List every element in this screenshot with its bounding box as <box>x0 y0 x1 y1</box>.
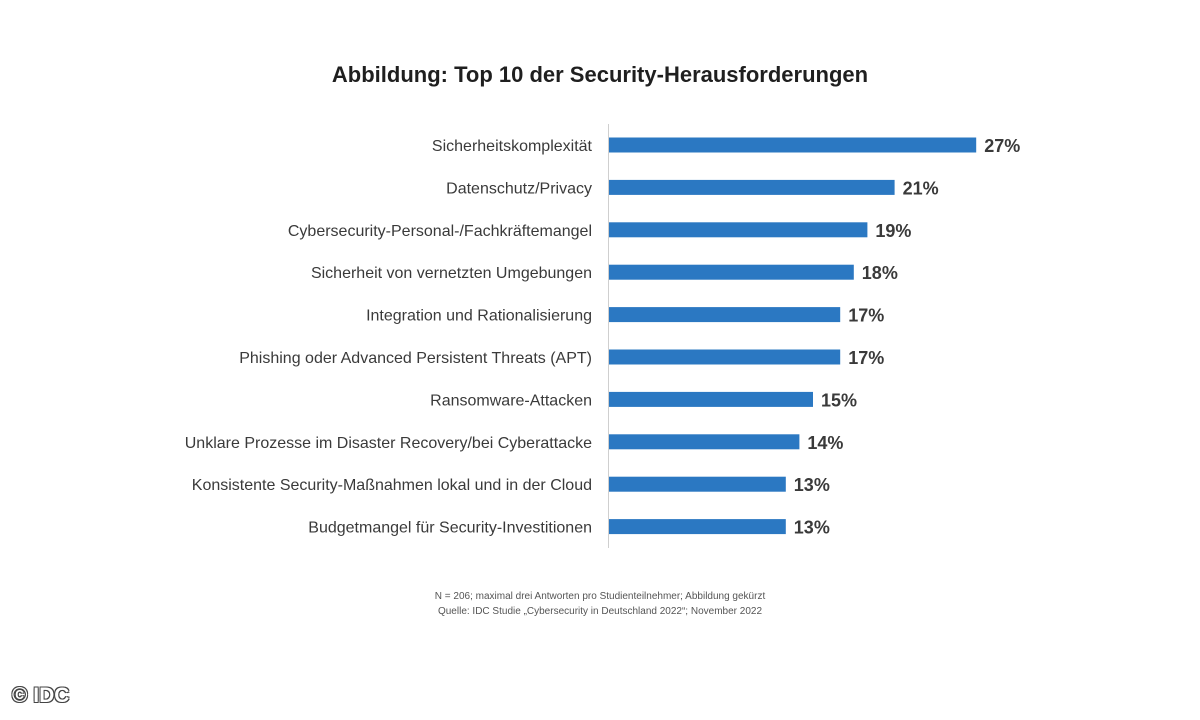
value-label: 14% <box>807 433 843 453</box>
bar <box>609 307 841 323</box>
category-label: Phishing oder Advanced Persistent Threat… <box>239 350 592 367</box>
value-label: 18% <box>862 263 898 283</box>
chart-notes: N = 206; maximal drei Antworten pro Stud… <box>0 589 1200 619</box>
bar <box>609 264 854 280</box>
category-label: Integration und Rationalisierung <box>366 308 592 325</box>
category-label: Unklare Prozesse im Disaster Recovery/be… <box>185 435 592 452</box>
value-label: 13% <box>794 475 830 495</box>
bars-layer: Sicherheitskomplexität 27% Datenschutz/Pri… <box>185 136 1020 538</box>
bar <box>609 519 786 535</box>
category-label: Cybersecurity-Personal-/Fachkräftemangel <box>288 223 592 240</box>
chart-title: Abbildung: Top 10 der Security-Herausfor… <box>331 62 869 87</box>
value-label: 21% <box>903 178 939 198</box>
value-label: 17% <box>848 348 884 368</box>
bar <box>609 434 800 450</box>
category-label: Sicherheitskomplexität <box>432 138 593 155</box>
category-label: Konsistente Security-Maßnahmen lokal und… <box>192 477 592 494</box>
bar <box>609 179 895 195</box>
category-label: Ransomware-Attacken <box>430 392 592 409</box>
bar <box>609 391 813 407</box>
category-label: Sicherheit von vernetzten Umgebungen <box>311 265 592 282</box>
category-label: Budgetmangel für Security-Investitionen <box>308 520 592 537</box>
sample-note: N = 206; maximal drei Antworten pro Stud… <box>434 591 766 602</box>
category-label: Datenschutz/Privacy <box>446 180 592 197</box>
value-label: 19% <box>875 221 911 241</box>
bar <box>609 476 786 492</box>
value-label: 17% <box>848 306 884 326</box>
bar <box>609 349 841 365</box>
value-label: 27% <box>984 136 1020 156</box>
copyright-watermark: © IDC <box>12 684 70 707</box>
value-label: 13% <box>794 518 830 538</box>
bar <box>609 222 868 238</box>
value-label: 15% <box>821 390 857 410</box>
bar <box>609 137 977 153</box>
source-note: Quelle: IDC Studie „Cybersecurity in Deu… <box>437 606 763 617</box>
